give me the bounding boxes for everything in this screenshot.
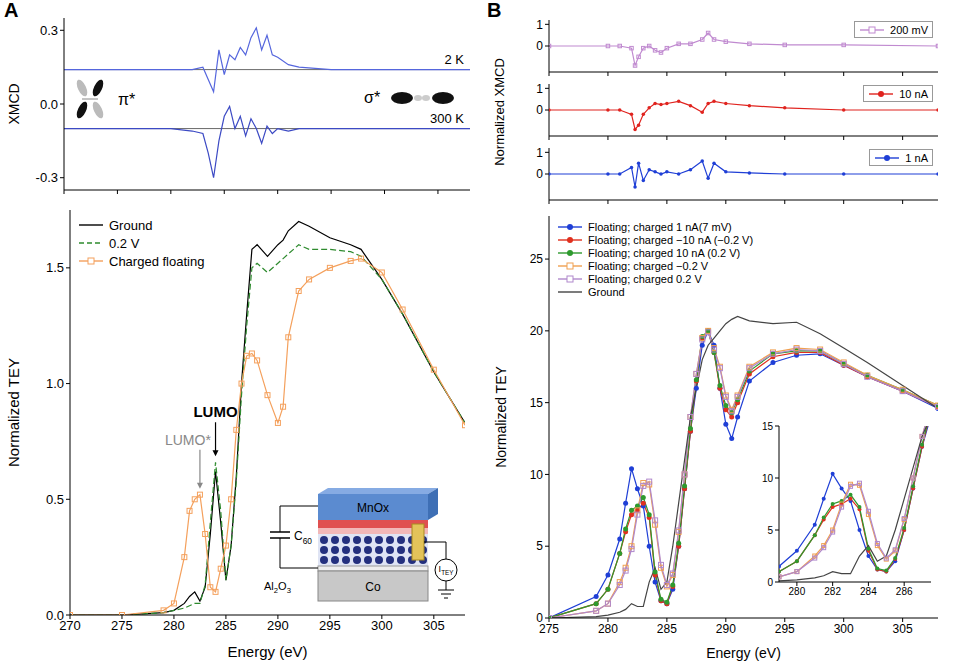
- svg-text:σ*: σ*: [364, 89, 380, 106]
- svg-text:π*: π*: [118, 91, 135, 108]
- svg-text:0: 0: [767, 577, 773, 588]
- svg-text:0.3: 0.3: [40, 23, 58, 38]
- svg-text:290: 290: [716, 622, 736, 636]
- svg-text:5: 5: [536, 539, 543, 553]
- svg-text:0: 0: [536, 39, 543, 53]
- html-text:Ground: Ground: [109, 217, 153, 233]
- html-text:Floating; charged 10 nA (0.2 V: Floating; charged 10 nA (0.2 V): [588, 246, 741, 259]
- svg-text:Al2O3: Al2O3: [264, 580, 291, 595]
- svg-text:0: 0: [536, 103, 543, 117]
- svg-text:Normalized TEY: Normalized TEY: [5, 358, 22, 467]
- svg-text:275: 275: [111, 618, 133, 633]
- svg-text:305: 305: [423, 618, 445, 633]
- svg-text:10: 10: [530, 468, 544, 482]
- svg-text:0.0: 0.0: [40, 97, 58, 112]
- html-text:A: A: [4, 0, 19, 21]
- svg-text:25: 25: [530, 252, 544, 266]
- svg-text:5: 5: [767, 525, 773, 536]
- html-text:Ground: Ground: [588, 285, 625, 298]
- svg-text:300: 300: [834, 622, 854, 636]
- html-text:0.2 V: 0.2 V: [109, 235, 140, 251]
- svg-text:Normalized XMCD: Normalized XMCD: [492, 58, 507, 166]
- svg-text:290: 290: [267, 618, 289, 633]
- svg-text:0.0: 0.0: [46, 608, 64, 623]
- svg-text:280: 280: [789, 586, 806, 597]
- svg-text:295: 295: [319, 618, 341, 633]
- svg-text:286: 286: [896, 586, 913, 597]
- html-text:Floating; charged −10 nA (−0.2: Floating; charged −10 nA (−0.2 V): [588, 233, 754, 246]
- svg-text:Co: Co: [365, 580, 381, 594]
- svg-text:300 K: 300 K: [430, 111, 464, 126]
- svg-text:ITEY: ITEY: [439, 564, 455, 576]
- html-text:Floating; charged 1 nA(7 mV): Floating; charged 1 nA(7 mV): [588, 220, 732, 233]
- html-text:Floating; charged −0.2 V: Floating; charged −0.2 V: [588, 259, 709, 272]
- svg-text:Normalized TEY: Normalized TEY: [493, 366, 509, 468]
- svg-text:LUMO: LUMO: [193, 403, 237, 420]
- svg-text:295: 295: [775, 622, 795, 636]
- svg-text:0: 0: [536, 611, 543, 625]
- svg-text:285: 285: [657, 622, 677, 636]
- html-text:Floating; charged 0.2 V: Floating; charged 0.2 V: [588, 272, 702, 285]
- svg-text:285: 285: [215, 618, 237, 633]
- svg-text:0: 0: [536, 167, 543, 181]
- html-text:Charged floating: Charged floating: [109, 253, 205, 269]
- svg-text:280: 280: [598, 622, 618, 636]
- svg-text:Energy (eV): Energy (eV): [227, 643, 307, 660]
- html-text:1 nA: 1 nA: [905, 151, 928, 164]
- html-text:B: B: [487, 0, 502, 21]
- svg-text:282: 282: [824, 586, 841, 597]
- svg-text:2 K: 2 K: [444, 52, 464, 67]
- svg-text:1: 1: [536, 146, 543, 160]
- html-text:200 mV: 200 mV: [890, 23, 928, 36]
- html-text:10 nA: 10 nA: [899, 87, 928, 100]
- svg-text:C60: C60: [294, 529, 312, 546]
- svg-text:MnOx: MnOx: [357, 501, 389, 515]
- svg-text:XMCD: XMCD: [6, 83, 22, 124]
- svg-text:Energy (eV): Energy (eV): [706, 645, 781, 661]
- svg-text:15: 15: [762, 421, 774, 432]
- svg-text:LUMO*: LUMO*: [165, 432, 211, 448]
- svg-text:10: 10: [762, 473, 774, 484]
- svg-text:284: 284: [860, 586, 877, 597]
- svg-text:280: 280: [163, 618, 185, 633]
- svg-text:275: 275: [539, 621, 559, 636]
- svg-text:-0.3: -0.3: [36, 170, 58, 185]
- svg-text:1.5: 1.5: [46, 260, 64, 275]
- svg-text:270: 270: [59, 618, 81, 634]
- svg-text:1: 1: [536, 82, 543, 96]
- svg-text:0.5: 0.5: [46, 492, 64, 507]
- svg-text:1.0: 1.0: [46, 376, 64, 391]
- svg-text:1: 1: [536, 18, 543, 32]
- svg-text:305: 305: [893, 622, 913, 636]
- svg-text:300: 300: [371, 618, 393, 633]
- svg-text:15: 15: [530, 396, 544, 410]
- svg-text:20: 20: [530, 324, 544, 338]
